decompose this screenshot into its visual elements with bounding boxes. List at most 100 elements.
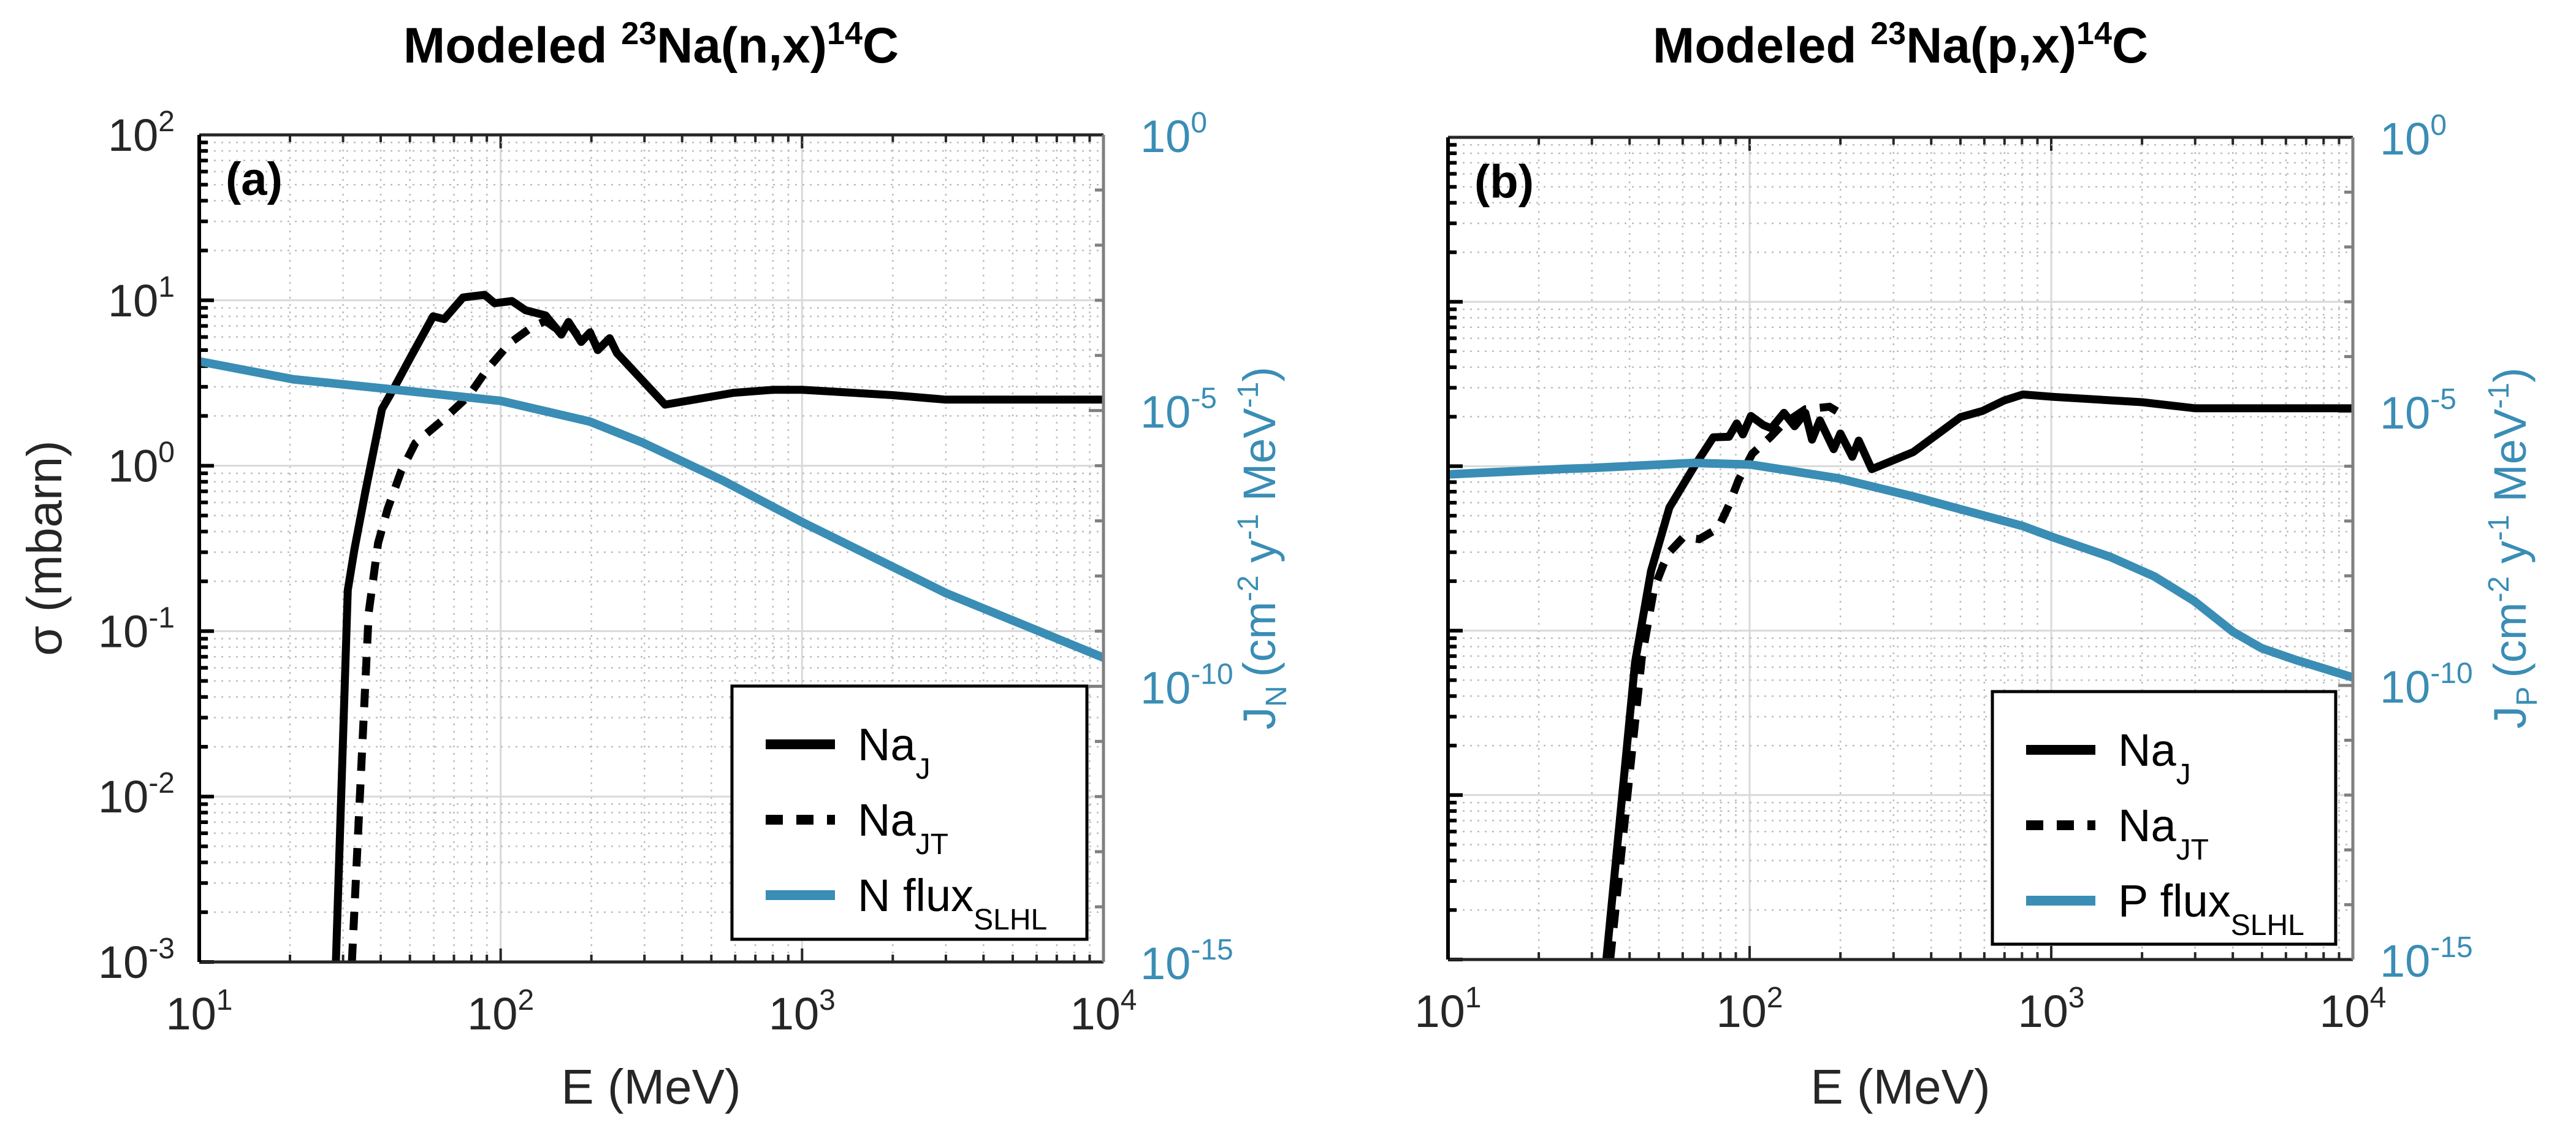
series-line-n-flux-slhl <box>199 357 1103 662</box>
tick-base: 10 <box>1716 986 1766 1037</box>
panel-b-x-axis-label: E (MeV) <box>1810 1059 1990 1114</box>
panel-a-y-axis-label: σ (mbarn) <box>17 440 72 656</box>
right-y-tick-label: 100 <box>2380 109 2447 164</box>
title-product-mass-superscript: 14 <box>2076 16 2112 52</box>
right-label-symbol: J <box>1234 707 1285 730</box>
right-label-units3: MeV <box>1234 408 1285 514</box>
legend-item: NaJT <box>2026 800 2209 866</box>
series-line-na-j <box>1602 390 2353 960</box>
tick-base: 10 <box>2380 936 2430 986</box>
tick-base: 10 <box>2018 986 2068 1037</box>
y-tick-label: 10-1 <box>98 601 175 657</box>
right-label-subscript: P <box>2511 687 2544 706</box>
panel-a-title: Modeled 23Na(n,x)14C <box>403 16 899 74</box>
title-prefix: Modeled <box>1653 18 1870 74</box>
legend-label: NaJT <box>858 795 948 861</box>
y-tick-label: 10-3 <box>98 933 175 988</box>
title-reaction: Na(p,x) <box>1906 18 2076 74</box>
x-tick-label: 103 <box>2018 982 2084 1037</box>
y-tick-label: 102 <box>108 105 175 161</box>
tick-base: 10 <box>1140 662 1191 713</box>
legend-label-subscript: J <box>2176 758 2191 791</box>
y-tick-label: 10-2 <box>98 767 175 822</box>
tick-base: 10 <box>98 771 148 822</box>
right-y-tick-label: 10-15 <box>2380 931 2473 986</box>
right-label-units: (cm <box>2485 602 2536 677</box>
legend-item: NaJ <box>766 719 931 785</box>
legend-label-main: Na <box>2118 800 2176 851</box>
right-label-close: ) <box>2485 367 2536 383</box>
tick-exponent: -15 <box>2430 931 2472 964</box>
tick-exponent: -3 <box>148 933 175 965</box>
tick-base: 10 <box>98 606 148 657</box>
tick-exponent: 3 <box>2068 982 2085 1014</box>
tick-exponent: 1 <box>158 271 175 303</box>
title-product: C <box>2112 18 2148 74</box>
panel-b-title: Modeled 23Na(p,x)14C <box>1653 16 2148 74</box>
tick-exponent: 1 <box>216 984 233 1017</box>
panel-b-tag: (b) <box>1474 156 1534 208</box>
tick-exponent: -10 <box>2430 657 2472 690</box>
panel-a-x-axis-label: E (MeV) <box>561 1059 741 1114</box>
right-label-exp3: -1 <box>2483 383 2515 409</box>
panel-a-right-y-tick-labels: 10 0 10-5 10-10 10-15 <box>1140 107 1233 989</box>
panel-a-x-tick-labels: 101 102 103 104 <box>166 984 1137 1039</box>
panel-b: Modeled 23Na(p,x)14C (b) 101 102 103 104 10… <box>1414 16 2544 1114</box>
x-tick-label: 101 <box>166 984 232 1039</box>
legend-item: P fluxSLHL <box>2026 876 2304 942</box>
x-tick-label: 102 <box>467 984 534 1039</box>
series-line-na-j <box>332 291 1103 962</box>
right-label-units2: y <box>2485 541 2536 576</box>
tick-exponent: 4 <box>1121 984 1137 1017</box>
tick-exponent: 4 <box>2370 982 2387 1014</box>
legend-label: NaJT <box>2118 800 2209 866</box>
legend-label: N fluxSLHL <box>858 870 1047 936</box>
x-tick-label: 104 <box>2319 982 2386 1037</box>
x-tick-label: 104 <box>1070 984 1137 1039</box>
panel-b-right-y-axis-label: JP(cm-2 y-1 MeV-1) <box>2483 367 2544 728</box>
legend-item: NaJT <box>766 795 948 861</box>
tick-base: 10 <box>2319 986 2369 1037</box>
x-tick-label: 102 <box>1716 982 1783 1037</box>
tick-base: 10 <box>2380 387 2430 438</box>
tick-exponent: 0 <box>1191 107 1207 139</box>
tick-base: 10 <box>166 988 216 1039</box>
right-label-exp2: -1 <box>2483 514 2515 541</box>
panel-b-x-tick-labels: 101 102 103 104 <box>1414 982 2386 1037</box>
panel-a-tag: (a) <box>226 153 283 205</box>
legend-label: NaJ <box>858 719 931 785</box>
panel-a: Modeled 23Na(n,x)14C (a) 101 102 103 104 10… <box>17 16 1293 1114</box>
legend-label: P fluxSLHL <box>2118 876 2304 942</box>
right-y-tick-label: 10-10 <box>1140 658 1233 713</box>
tick-base: 10 <box>2380 113 2430 164</box>
tick-base: 10 <box>1140 387 1191 438</box>
right-y-tick-label: 10-10 <box>2380 657 2473 712</box>
tick-base: 10 <box>769 988 819 1039</box>
tick-base: 10 <box>467 988 517 1039</box>
tick-exponent: 0 <box>2430 109 2447 142</box>
legend-label-subscript: J <box>916 753 931 785</box>
y-tick-label: 101 <box>108 271 175 326</box>
legend-item: NaJ <box>2026 725 2191 791</box>
tick-base: 10 <box>1140 938 1191 989</box>
right-y-tick-label: 10-15 <box>1140 934 1233 989</box>
title-reaction: Na(n,x) <box>657 18 827 74</box>
title-mass-superscript: 23 <box>621 16 657 52</box>
legend-label-main: Na <box>858 719 916 770</box>
panel-b-plot <box>1446 135 2355 961</box>
right-label-units2: y <box>1234 540 1285 576</box>
tick-base: 10 <box>108 110 158 161</box>
right-y-tick-label: 10-5 <box>1140 383 1217 438</box>
panel-a-right-y-axis-label: JN(cm-2 y-1 MeV-1) <box>1232 367 1293 730</box>
x-tick-label: 101 <box>1414 982 1481 1037</box>
legend-label-main: Na <box>2118 725 2176 776</box>
tick-base: 10 <box>1070 988 1120 1039</box>
right-label-exp2: -1 <box>1232 514 1265 540</box>
legend-label-subscript: JT <box>2176 834 2209 866</box>
tick-exponent: -5 <box>2430 383 2456 416</box>
series-line-na-jt <box>348 316 612 962</box>
tick-exponent: -1 <box>148 601 175 634</box>
right-label-units: (cm <box>1234 601 1285 677</box>
legend-label-subscript: SLHL <box>974 904 1047 936</box>
